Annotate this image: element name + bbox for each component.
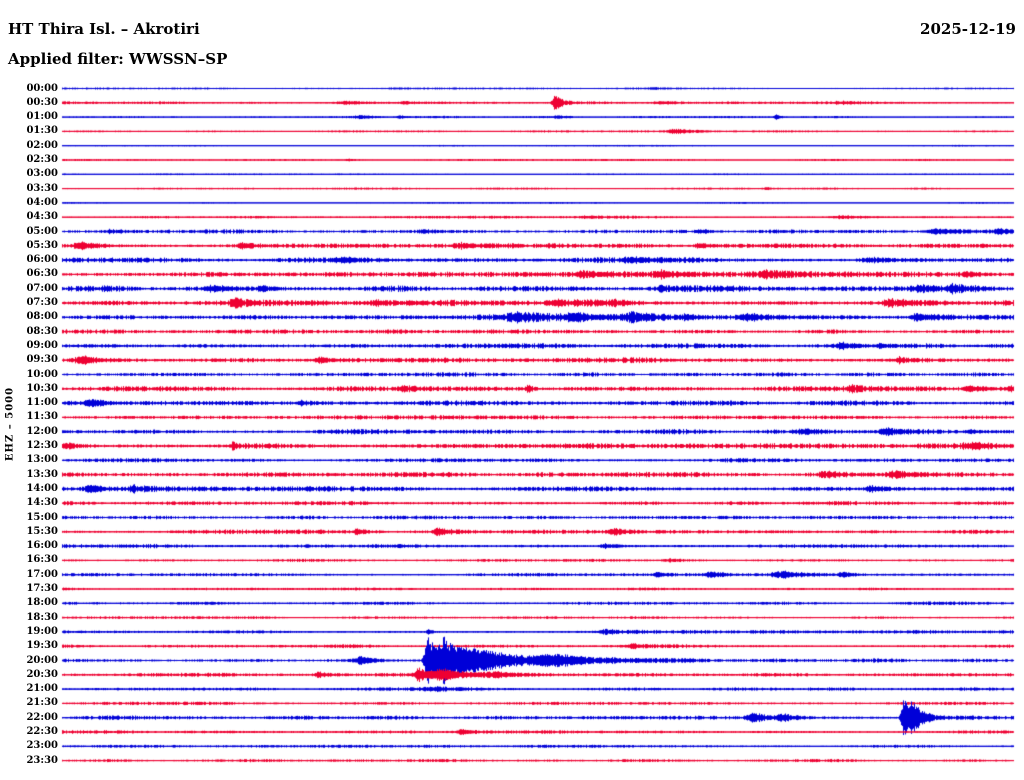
time-label: 19:00 bbox=[26, 625, 58, 637]
time-label: 15:00 bbox=[26, 511, 58, 523]
time-label: 00:00 bbox=[26, 82, 58, 94]
time-label: 01:30 bbox=[26, 125, 58, 137]
filter-label: Applied filter: WWSSN–SP bbox=[8, 50, 228, 68]
time-label: 07:30 bbox=[26, 297, 58, 308]
time-label: 22:00 bbox=[26, 711, 58, 723]
time-label: 11:30 bbox=[26, 411, 58, 423]
time-label: 11:00 bbox=[26, 397, 58, 409]
time-label: 13:00 bbox=[26, 454, 58, 466]
time-label: 06:00 bbox=[26, 254, 58, 266]
time-label: 09:30 bbox=[26, 354, 58, 366]
time-label: 04:00 bbox=[26, 196, 58, 208]
date-label: 2025-12-19 bbox=[920, 20, 1016, 38]
time-label: 13:30 bbox=[26, 468, 58, 480]
time-label: 03:30 bbox=[26, 182, 58, 194]
time-label: 22:30 bbox=[26, 726, 58, 737]
time-label: 21:00 bbox=[26, 683, 58, 695]
time-label: 09:00 bbox=[26, 339, 58, 351]
time-label: 04:30 bbox=[26, 211, 58, 223]
time-label: 01:00 bbox=[26, 111, 58, 123]
time-label: 08:30 bbox=[26, 325, 58, 337]
time-label: 16:00 bbox=[26, 540, 58, 552]
header-row: HT Thira Isl. – Akrotiri 2025-12-19 bbox=[8, 20, 1016, 38]
time-label: 06:30 bbox=[26, 268, 58, 280]
time-label: 12:30 bbox=[26, 440, 58, 451]
time-label: 02:00 bbox=[26, 139, 58, 151]
time-label: 18:00 bbox=[26, 597, 58, 609]
time-label: 03:00 bbox=[26, 168, 58, 180]
time-label: 08:00 bbox=[26, 311, 58, 323]
time-label: 17:30 bbox=[26, 583, 58, 594]
time-label: 05:30 bbox=[26, 239, 58, 251]
time-label: 23:30 bbox=[26, 754, 58, 766]
time-label: 12:00 bbox=[26, 425, 58, 437]
time-label: 15:30 bbox=[26, 525, 58, 537]
time-label: 10:00 bbox=[26, 368, 58, 380]
time-label: 02:30 bbox=[26, 154, 58, 165]
time-label: 07:00 bbox=[26, 282, 58, 294]
time-label: 21:30 bbox=[26, 697, 58, 709]
time-label: 23:00 bbox=[26, 740, 58, 752]
time-label: 20:30 bbox=[26, 668, 58, 680]
time-label: 00:30 bbox=[26, 96, 58, 108]
time-label: 18:30 bbox=[26, 611, 58, 623]
time-label: 14:30 bbox=[26, 497, 58, 509]
time-label: 10:30 bbox=[26, 382, 58, 394]
time-label: 19:30 bbox=[26, 640, 58, 652]
time-label: 05:00 bbox=[26, 225, 58, 237]
time-label: 20:00 bbox=[26, 654, 58, 666]
station-title: HT Thira Isl. – Akrotiri bbox=[8, 20, 200, 38]
time-label: 16:30 bbox=[26, 554, 58, 566]
time-label: 17:00 bbox=[26, 568, 58, 580]
time-label: 14:00 bbox=[26, 482, 58, 494]
